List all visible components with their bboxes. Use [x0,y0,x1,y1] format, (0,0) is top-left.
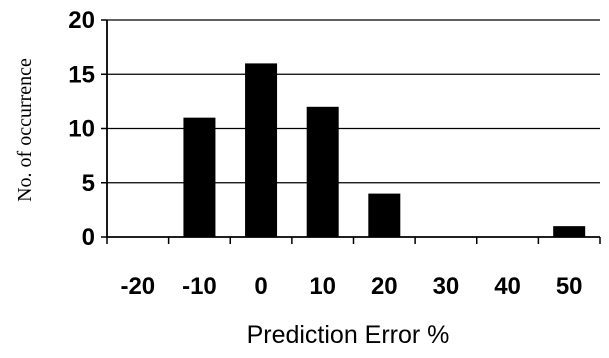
x-tick-label: 20 [371,273,398,300]
y-tick-label: 15 [68,61,95,88]
bar-50 [553,226,586,237]
x-tick-labels: -20 -10 0 10 20 30 40 50 [120,273,582,300]
bar-20 [368,193,401,237]
x-tick-label: 30 [433,273,460,300]
bar-10 [306,106,339,237]
gridlines [107,19,600,184]
axes [101,19,601,244]
x-tick-label: 10 [309,273,336,300]
bars [183,63,586,238]
bar--10 [183,117,216,237]
x-tick-label: -10 [182,273,217,300]
y-tick-label: 20 [68,7,95,34]
y-tick-labels: 0 5 10 15 20 [68,7,95,251]
x-tick-label: 40 [494,273,521,300]
y-tick-label: 10 [68,116,95,143]
x-axis-label: Prediction Error % [247,321,450,349]
x-tick-label: 50 [556,273,583,300]
y-tick-label: 5 [82,170,95,197]
x-tick-label: 0 [254,273,267,300]
y-axis-label: No. of occurrence [14,58,36,202]
y-tick-label: 0 [82,224,95,251]
x-tick-label: -20 [120,273,155,300]
bar-0 [245,63,278,238]
